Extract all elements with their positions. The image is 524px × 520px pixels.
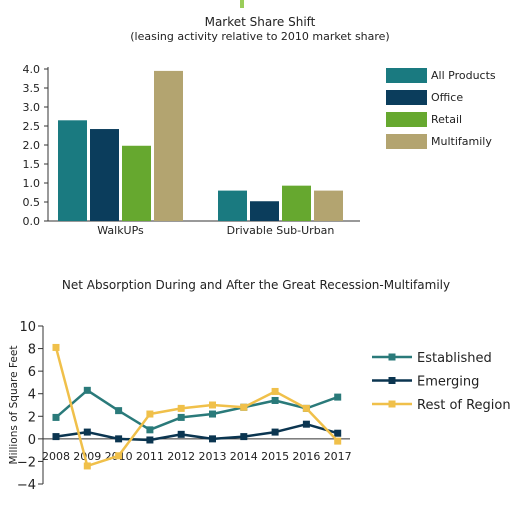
chart2-data-point <box>52 433 60 441</box>
chart2-y-tick-label: 4 <box>28 388 36 403</box>
chart1-y-tick-label: 1.0 <box>23 177 41 190</box>
chart2-legend-marker <box>388 400 396 408</box>
chart1-bar <box>58 120 87 221</box>
chart2-data-point <box>334 393 342 401</box>
chart2-x-tick-label: 2017 <box>324 450 352 463</box>
chart2-x-tick-label: 2016 <box>292 450 320 463</box>
chart1-bar <box>154 70 183 222</box>
chart1-legend-label: All Products <box>431 69 496 82</box>
chart2-y-tick-label: −4 <box>17 478 36 493</box>
chart2-legend-marker <box>388 377 396 384</box>
chart2-data-point <box>83 462 91 470</box>
chart1-legend-label: Office <box>431 91 463 104</box>
chart2-data-point <box>209 401 216 409</box>
chart2-legend-label: Rest of Region <box>417 398 511 413</box>
chart2-title: Net Absorption During and After the Grea… <box>62 278 450 292</box>
chart2-data-point <box>146 426 154 434</box>
chart2-data-point <box>146 436 154 444</box>
chart1-y-tick-label: 1.5 <box>23 158 41 171</box>
chart1-y-tick-label: 0.0 <box>23 215 41 228</box>
chart1-category-label: Drivable Sub-Urban <box>227 224 335 237</box>
chart2-data-point <box>115 452 123 460</box>
chart2-x-tick-label: 2015 <box>261 450 289 463</box>
chart1-legend-label: Multifamily <box>431 135 492 148</box>
chart2-series-line <box>55 389 339 432</box>
chart2-data-point <box>240 403 248 411</box>
chart2-x-tick-label: 2013 <box>199 450 227 463</box>
chart2-x-tick-label: 2012 <box>167 450 195 463</box>
chart2-y-tick-label: 6 <box>28 365 36 380</box>
chart1-y-tick-label: 3.0 <box>23 101 41 114</box>
chart1-legend-label: Retail <box>431 113 462 126</box>
chart2-ylabel: Millions of Square Feet <box>8 346 20 465</box>
chart1-bar <box>218 190 247 221</box>
chart2-x-tick-label: 2009 <box>73 450 101 463</box>
chart2-legend-marker <box>388 353 396 361</box>
chart1-bar <box>250 201 279 221</box>
chart1-bar <box>282 185 311 221</box>
chart2-x-tick-label: 2008 <box>42 450 70 463</box>
chart2-data-point <box>271 387 279 395</box>
chart1-bar <box>314 190 343 221</box>
chart2-y-tick-label: 0 <box>28 433 36 448</box>
chart2-data-point <box>209 435 216 443</box>
chart1-legend-swatch <box>386 134 427 149</box>
chart2-series-line <box>54 347 339 468</box>
chart2-legend-label: Emerging <box>417 375 479 390</box>
chart1-y-tick-label: 3.5 <box>23 82 41 95</box>
chart1-legend-swatch <box>386 112 427 127</box>
chart2-data-point <box>52 343 60 351</box>
chart2-data-point <box>177 404 185 412</box>
chart2-data-point <box>271 396 279 404</box>
chart2-x-tick-label: 2011 <box>136 450 164 463</box>
chart2-data-point <box>209 410 216 418</box>
chart2-y-tick-label: −2 <box>17 455 36 470</box>
top-accent-bar <box>240 0 244 8</box>
chart1-y-tick-label: 4.0 <box>23 63 41 76</box>
chart1-y-tick-label: 2.5 <box>23 120 41 133</box>
chart2-data-point <box>146 410 154 418</box>
chart1-title: Market Share Shift <box>205 15 316 29</box>
chart2-data-point <box>115 435 123 443</box>
chart2-data-point <box>334 429 342 437</box>
chart2-data-point <box>83 428 91 436</box>
chart2-y-tick-label: 2 <box>28 410 36 425</box>
chart2-legend-label: Established <box>417 351 492 366</box>
chart2-data-point <box>334 437 342 445</box>
chart2-data-point <box>177 430 185 438</box>
chart2-data-point <box>240 433 248 441</box>
chart1-subtitle: (leasing activity relative to 2010 marke… <box>130 30 389 43</box>
chart2-series-line <box>55 422 339 442</box>
chart2-data-point <box>302 404 310 412</box>
chart2-data-point <box>115 407 123 415</box>
chart2-data-point <box>302 420 310 428</box>
chart1-legend-swatch <box>386 68 427 83</box>
chart2-x-tick-label: 2014 <box>230 450 258 463</box>
chart1-category-label: WalkUPs <box>97 224 144 237</box>
chart2-data-point <box>177 413 185 421</box>
chart1-legend-swatch <box>386 90 427 105</box>
chart2-y-tick-label: 8 <box>28 343 36 358</box>
chart1-bar <box>90 129 119 221</box>
chart1-y-tick-label: 2.0 <box>23 139 41 152</box>
chart2-data-point <box>52 413 60 421</box>
chart2-data-point <box>271 428 279 436</box>
chart2-y-tick-label: 10 <box>19 320 36 335</box>
chart1-bar <box>122 145 151 221</box>
chart2-data-point <box>83 386 91 394</box>
chart1-y-tick-label: 0.5 <box>23 196 41 209</box>
market-share-bar-chart: Market Share Shift (leasing activity rel… <box>23 15 496 237</box>
